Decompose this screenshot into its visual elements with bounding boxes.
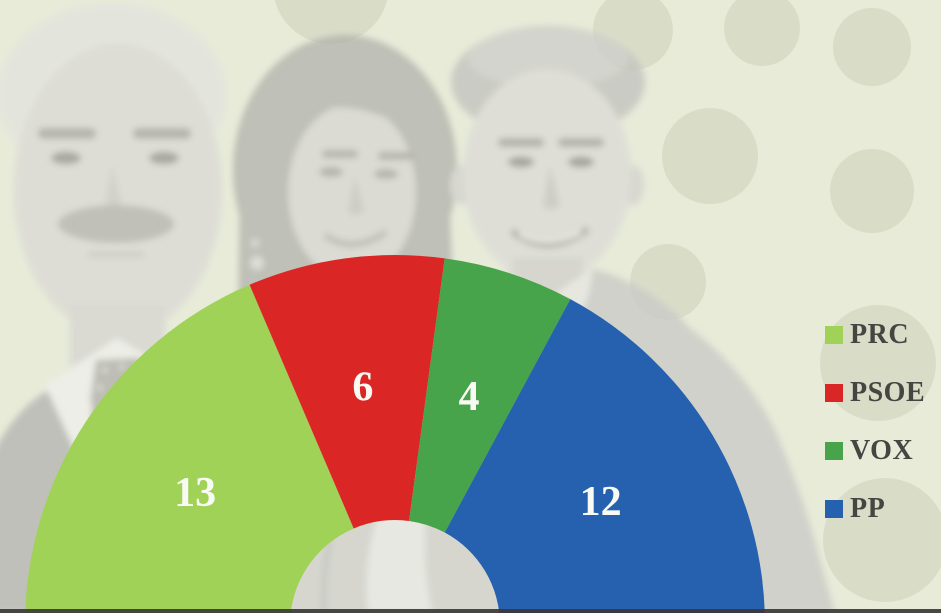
slice-value-label-prc: 13: [174, 470, 216, 516]
legend-item-pp: PP: [825, 494, 925, 524]
decorative-dot: [274, 0, 388, 44]
slice-prc: [25, 284, 354, 613]
decorative-dot: [833, 8, 911, 86]
legend-label: PRC: [850, 319, 910, 350]
slice-value-label-psoe: 6: [352, 365, 373, 411]
legend-item-vox: VOX: [825, 436, 925, 466]
legend-item-prc: PRC: [825, 320, 925, 350]
seat-arc-chart: 13 6 4 12: [25, 255, 765, 613]
bottom-bar: [0, 609, 941, 613]
legend-label: PP: [850, 493, 886, 524]
slice-value-label-pp: 12: [580, 479, 622, 525]
decorative-dot: [830, 149, 914, 233]
legend-label: PSOE: [850, 377, 926, 408]
legend-color-swatch: [825, 442, 843, 460]
legend: PRC PSOE VOX PP: [825, 320, 925, 524]
decorative-dot: [820, 305, 936, 421]
legend-color-swatch: [825, 384, 843, 402]
legend-item-psoe: PSOE: [825, 378, 925, 408]
legend-label: VOX: [850, 435, 914, 466]
slice-vox: [409, 258, 571, 533]
decorative-dot: [823, 478, 941, 602]
decorative-dot: [662, 108, 758, 204]
slice-value-label-vox: 4: [459, 374, 480, 420]
slice-pp: [444, 299, 765, 613]
legend-color-swatch: [825, 326, 843, 344]
slice-psoe: [249, 255, 445, 529]
decorative-dot: [724, 0, 800, 66]
legend-color-swatch: [825, 500, 843, 518]
